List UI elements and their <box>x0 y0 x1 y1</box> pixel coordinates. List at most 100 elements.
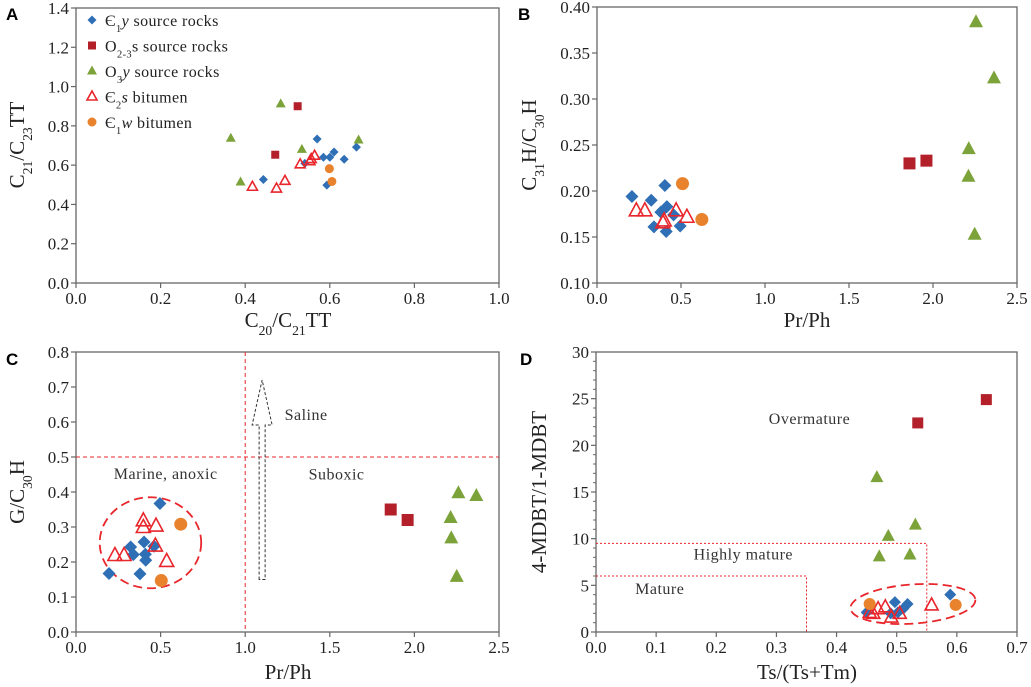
x-axis-label: Ts/(Ts+Tm) <box>757 660 857 684</box>
label-segment: s source rocks <box>132 39 228 56</box>
point-circle <box>949 598 962 611</box>
series-E1w <box>676 177 709 227</box>
y-tick-label: 0.10 <box>560 274 590 293</box>
panel-a: 0.0 0.2 0.4 0.6 0.8 1.0 0.0 0.2 0.4 0.6 0.8 1.0 1.2 1… <box>5 0 510 338</box>
point-diamond <box>312 134 322 144</box>
point-open-triangle <box>158 551 176 568</box>
panel-d: 0.0 0.1 0.2 0.3 0.4 0.5 0.6 0.7 0 5 10 15 20 25 30 Ts/(… <box>527 343 1028 684</box>
x-tick-label: 0.5 <box>670 289 691 308</box>
point-triangle <box>967 226 982 240</box>
y-tick-label: 0.30 <box>560 90 590 109</box>
y-tick-label: 0.3 <box>48 518 69 537</box>
x-tick-label: 2.0 <box>922 289 943 308</box>
x-tick-label: 0.7 <box>1006 638 1028 657</box>
label-segment: C <box>517 177 541 191</box>
panel-b: 0.0 0.5 1.0 1.5 2.0 2.5 0.10 0.15 0.20 0.25 0.30 0.… <box>517 0 1028 332</box>
y-tick-label: 0.1 <box>48 588 69 607</box>
y-tick-label: 0.6 <box>48 156 69 175</box>
point-triangle <box>870 470 884 483</box>
point-open-triangle <box>303 154 317 166</box>
legend-label: Є1y source rocks <box>105 13 219 35</box>
y-tick-label: 1.2 <box>48 38 69 57</box>
point-triangle <box>469 488 484 501</box>
x-tick-label: 0.5 <box>150 638 171 657</box>
point-open-triangle <box>106 545 124 562</box>
point-open-triangle <box>877 598 894 613</box>
y-tick-label: 0.4 <box>48 483 70 502</box>
y-axis-label: G/C30H <box>5 460 35 524</box>
y-tick-label: 0.15 <box>560 228 590 247</box>
x-tick-label: 0.0 <box>586 289 607 308</box>
panel-letter-c: C <box>6 350 18 369</box>
point-square <box>401 514 414 526</box>
y-tick-label: 0.35 <box>560 44 590 63</box>
point-square <box>384 503 397 516</box>
label-segment: Є <box>105 115 116 132</box>
point-triangle <box>275 98 286 108</box>
legend-label: O2-3s source rocks <box>105 39 228 61</box>
point-diamond <box>139 553 153 567</box>
label-segment: 31 <box>532 163 547 177</box>
y-tick-label: 0.8 <box>48 117 69 136</box>
legend-label: O3y source rocks <box>105 64 220 86</box>
point-circle <box>174 517 188 531</box>
point-diamond <box>658 178 672 192</box>
label-segment: TT <box>5 101 29 127</box>
label-segment: Ts/(Ts+Tm) <box>757 660 857 684</box>
x-tick-label: 0.0 <box>585 638 606 657</box>
label-segment: y <box>120 13 130 30</box>
point-triangle <box>903 547 917 560</box>
point-open-triangle <box>270 181 283 193</box>
annotation-label: Marine, anoxic <box>114 466 218 483</box>
plot-frame <box>75 351 500 633</box>
point-diamond <box>137 535 151 549</box>
x-tick-label: 1.5 <box>838 289 859 308</box>
label-segment: 1 <box>116 24 122 35</box>
point-open-triangle <box>135 517 152 534</box>
x-tick-label: 1.0 <box>754 289 775 308</box>
point-triangle <box>961 168 976 182</box>
y-tick-label: 0.7 <box>48 378 70 397</box>
y-tick-label: 0.2 <box>48 235 69 254</box>
series-E1y <box>102 497 167 581</box>
x-axis-label: C20/C21TT <box>245 308 332 338</box>
point-circle <box>695 213 709 227</box>
legend-item-E1y: Є1y source rocks <box>87 13 219 35</box>
point-open-triangle <box>293 157 307 169</box>
series-O23s <box>384 503 414 526</box>
label-segment: y <box>121 64 131 81</box>
point-diamond <box>944 588 957 601</box>
x-tick-label: 0.8 <box>404 289 425 308</box>
point-diamond <box>339 154 349 164</box>
label-segment: 20 <box>259 323 273 338</box>
point-circle <box>154 574 168 588</box>
point-diamond <box>888 596 901 609</box>
point-open-triangle <box>923 596 940 611</box>
legend-item-O3y: O3y source rocks <box>87 64 220 86</box>
point-diamond <box>667 208 681 222</box>
point-triangle <box>881 528 895 541</box>
legend-item-E2s: Є2s bitumen <box>85 89 187 111</box>
x-tick-label: 0.5 <box>886 638 907 657</box>
label-segment: H/C <box>517 128 541 163</box>
label-segment: 30 <box>532 114 547 128</box>
y-tick-label: 0.5 <box>48 448 69 467</box>
y-tick-label: 0.25 <box>560 136 590 155</box>
label-segment: Pr/Ph <box>265 660 312 684</box>
label-segment: bitumen <box>133 115 193 132</box>
label-segment: Pr/Ph <box>784 308 831 332</box>
label-segment: s <box>122 90 129 107</box>
series-O23s <box>903 154 933 170</box>
point-open-triangle <box>135 511 152 527</box>
point-diamond <box>644 193 658 207</box>
point-open-triangle <box>246 179 259 192</box>
series-E2s <box>627 201 696 229</box>
x-tick-label: 0.0 <box>65 289 86 308</box>
point-triangle <box>451 485 466 499</box>
y-tick-label: 0.4 <box>48 195 70 214</box>
point-circle <box>87 117 97 127</box>
point-diamond <box>87 15 97 25</box>
label-segment: 21 <box>292 323 306 338</box>
point-triangle <box>443 510 458 524</box>
y-tick-label: 0 <box>581 623 590 642</box>
